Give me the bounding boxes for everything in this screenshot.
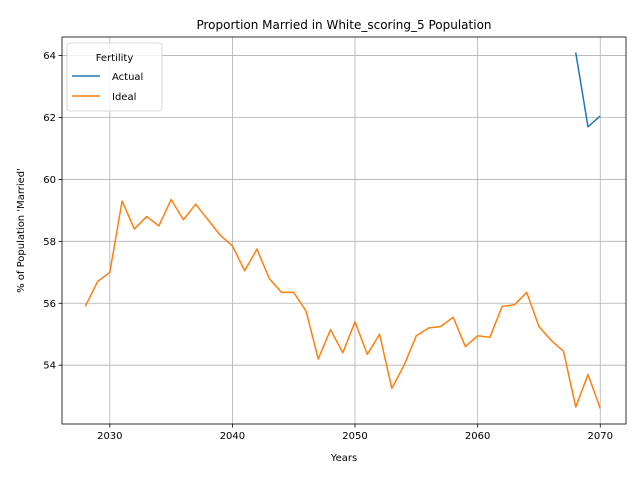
x-tick-label: 2050 <box>342 431 367 442</box>
y-tick-label: 56 <box>43 299 56 310</box>
x-tick-label: 2030 <box>97 431 122 442</box>
grid-lines <box>62 37 626 424</box>
y-tick-label: 58 <box>43 237 56 248</box>
y-tick-label: 54 <box>43 361 56 372</box>
series-line-ideal <box>84 198 601 409</box>
legend-label-ideal: Ideal <box>112 92 136 103</box>
series-line-actual <box>574 52 601 128</box>
y-axis-ticks: 54 56 58 60 62 64 <box>43 51 62 372</box>
x-tick-label: 2070 <box>588 431 613 442</box>
legend: Fertility Actual Ideal <box>66 42 163 112</box>
x-axis-label: Years <box>330 453 357 464</box>
x-tick-label: 2040 <box>220 431 245 442</box>
series-lines <box>84 52 601 409</box>
legend-title: Fertility <box>96 53 134 64</box>
legend-label-actual: Actual <box>112 72 143 83</box>
y-tick-label: 60 <box>43 175 56 186</box>
x-axis-ticks: 2030 2040 2050 2060 2070 <box>97 424 613 442</box>
chart-title: Proportion Married in White_scoring_5 Po… <box>196 18 491 32</box>
y-tick-label: 64 <box>43 51 56 62</box>
y-tick-label: 62 <box>43 113 56 124</box>
legend-box <box>66 42 163 112</box>
plot-frame <box>61 36 627 425</box>
x-tick-label: 2060 <box>465 431 490 442</box>
y-axis-label: % of Population 'Married' <box>16 168 27 293</box>
